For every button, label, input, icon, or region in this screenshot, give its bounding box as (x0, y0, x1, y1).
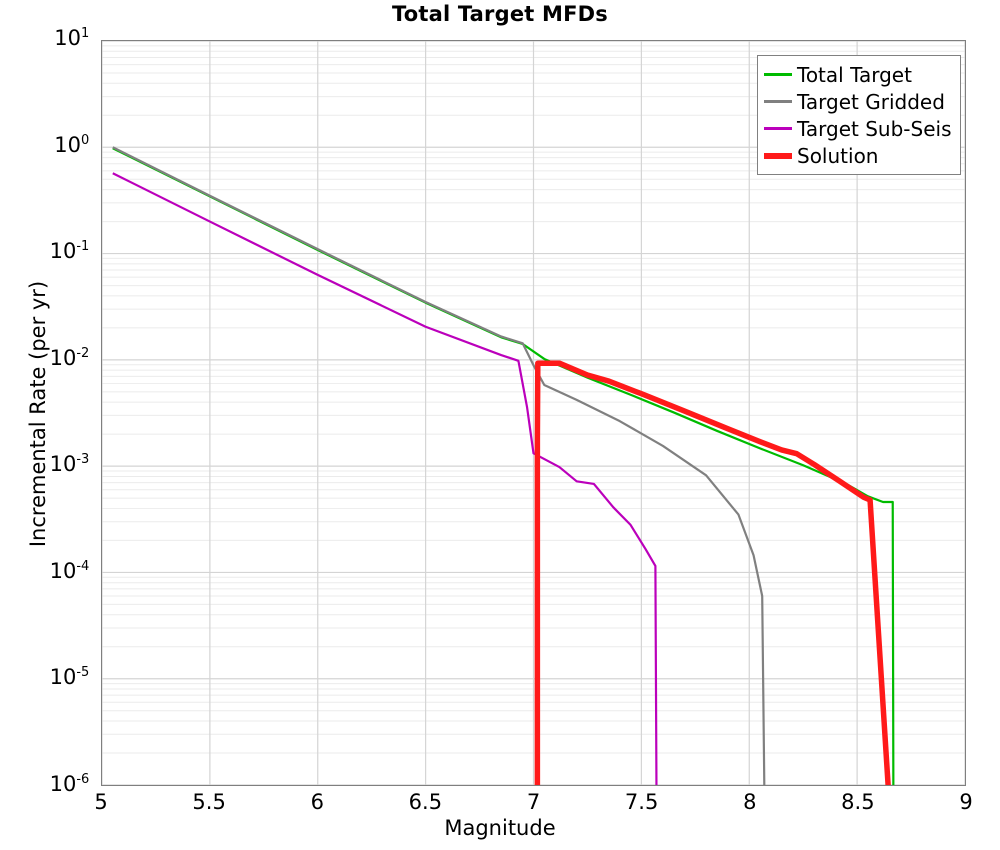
x-axis-label: Magnitude (444, 816, 556, 840)
legend-item[interactable]: Target Sub-Seis (764, 115, 952, 142)
chart-title: Total Target MFDs (391, 2, 609, 26)
legend-item-label: Solution (797, 143, 879, 168)
y-axis-tick-label: 10-6 (49, 772, 90, 796)
x-axis-tick-label: 5 (94, 790, 108, 814)
legend-item-label: Target Gridded (797, 89, 945, 114)
x-axis-tick-label: 7.5 (624, 790, 659, 814)
y-axis-tick-label: 10-4 (49, 558, 90, 583)
x-axis-tick-label: 8.5 (841, 790, 875, 814)
y-axis-tick-label: 10-1 (49, 239, 90, 264)
y-axis-tick-label: 10-5 (49, 665, 90, 690)
y-axis-tick-label: 101 (54, 26, 90, 50)
legend-color-swatch (764, 100, 792, 103)
legend-item-label: Total Target (797, 62, 912, 87)
series-line (112, 146, 766, 785)
legend-color-swatch (764, 152, 792, 159)
series-line (534, 360, 891, 785)
y-axis-tick-label: 100 (54, 132, 90, 157)
x-axis-tick-label: 6.5 (408, 790, 443, 814)
legend-color-swatch (764, 127, 792, 130)
legend-item[interactable]: Target Gridded (764, 88, 952, 115)
legend-item[interactable]: Solution (764, 142, 952, 169)
plot-lines (102, 41, 965, 785)
series-line (112, 172, 658, 785)
x-axis-tick-label: 8 (743, 790, 757, 814)
legend-color-swatch (764, 73, 792, 76)
x-axis-tick-label: 6 (310, 790, 324, 814)
x-axis-tick-label: 5.5 (192, 790, 226, 814)
y-axis-tick-label: 10-3 (49, 452, 90, 477)
x-axis-tick-label: 9 (959, 790, 973, 814)
legend: Total Target Target Gridded Target Sub-Sei… (757, 55, 961, 175)
legend-item-label: Target Sub-Seis (797, 116, 952, 141)
x-axis-tick-label: 7 (526, 790, 541, 814)
y-axis-tick-label: 10-2 (49, 345, 90, 370)
legend-item[interactable]: Total Target (764, 61, 952, 88)
